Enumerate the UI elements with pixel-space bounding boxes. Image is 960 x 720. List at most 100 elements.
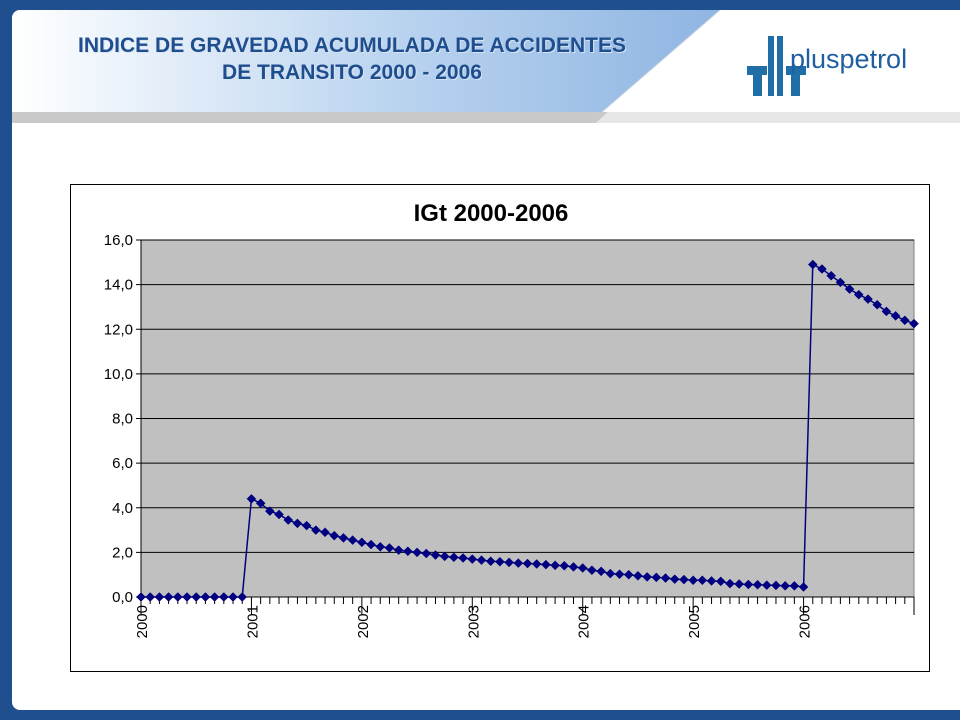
data-point [182,592,192,602]
data-point [458,553,468,563]
data-point [467,554,478,564]
data-point [651,572,662,583]
data-point [771,580,781,591]
data-point [881,306,892,317]
data-point [154,592,165,602]
data-point [531,559,542,569]
chart-container: IGt 2000-2006 0,0 2,0 4,0 6,0 8,0 10,0 12,0 14,… [70,184,930,672]
data-point [136,592,146,602]
data-point [375,541,386,552]
data-point [844,284,855,294]
data-point [550,560,560,571]
data-point [743,579,754,590]
data-point [807,259,818,270]
y-tick-label: 14,0 [104,277,133,294]
data-point [218,592,229,602]
data-point [623,569,634,580]
data-point [357,537,367,548]
data-point [430,550,441,560]
y-tick-label: 16,0 [104,232,133,249]
slide: INDICE DE GRAVEDAD ACUMULADA DE ACCIDENT… [12,10,960,710]
y-tick-label: 2,0 [112,544,133,561]
data-point [899,315,910,326]
data-point [449,552,459,563]
data-point [145,592,156,602]
y-tick-label: 12,0 [104,321,133,338]
data-point [237,592,248,602]
data-point [697,575,708,586]
data-point [909,318,919,329]
data-point [752,579,763,590]
x-tick-label: 2002 [355,605,372,638]
y-tick-label: 8,0 [112,411,133,428]
data-point [191,592,202,602]
data-point [642,572,652,582]
data-point [283,515,294,525]
data-point [228,592,238,602]
data-point [513,558,524,568]
data-point [292,518,303,529]
data-point [541,559,551,570]
data-point [504,557,514,568]
chart-title: IGt 2000-2006 [414,200,569,227]
line-chart: IGt 2000-2006 0,0 2,0 4,0 6,0 8,0 10,0 12,0 14,… [104,200,919,638]
data-point [255,498,266,509]
data-point [163,592,174,602]
data-point [789,580,800,591]
data-point [264,506,275,516]
data-point [522,558,533,569]
logo-wordmark: pluspetrol [790,44,908,74]
data-point [559,560,570,571]
data-point [633,570,643,581]
data-point [403,546,413,557]
data-point [412,547,422,558]
data-point [798,582,809,592]
data-point [495,556,505,567]
data-point [172,592,183,602]
data-point [366,539,376,550]
data-point [209,592,220,602]
data-point [310,525,321,535]
data-point [872,299,883,310]
pluspetrol-logo [747,36,806,96]
data-point [725,578,735,589]
data-point [320,527,330,538]
data-point [485,556,496,567]
data-point [393,545,404,555]
data-point [347,535,358,545]
data-point [568,562,579,572]
data-point [301,520,312,531]
data-point [577,563,588,573]
data-point [605,568,616,579]
data-point [734,579,745,589]
data-point [660,573,671,583]
x-tick-label: 2000 [134,605,151,638]
data-point [679,574,689,585]
x-tick-label: 2004 [576,605,593,638]
data-point [614,569,625,580]
data-point [596,566,606,577]
title-line-1: INDICE DE GRAVEDAD ACUMULADA DE ACCIDENT… [78,34,626,57]
data-point [246,493,257,504]
y-tick-label: 0,0 [112,589,133,606]
title-line-2: DE TRANSITO 2000 - 2006 [222,61,482,84]
data-point [329,530,340,541]
data-point [715,576,726,587]
data-point [669,574,680,585]
x-tick-label: 2005 [686,605,703,638]
y-tick-label: 4,0 [112,500,133,517]
data-point [863,294,873,304]
data-point [761,580,772,591]
x-tick-label: 2003 [465,605,482,638]
data-point [274,509,284,520]
data-point [853,289,864,300]
data-point [826,270,837,281]
data-point [439,551,450,562]
header-banner [12,10,960,123]
y-tick-label: 6,0 [112,455,133,472]
x-tick-label: 2001 [244,605,261,638]
data-point [688,575,698,586]
data-point [476,555,487,566]
data-point [338,533,349,543]
data-point [890,311,901,321]
